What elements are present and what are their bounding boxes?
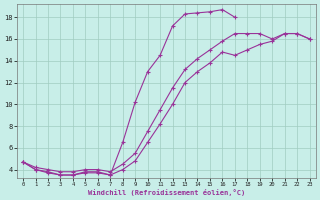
X-axis label: Windchill (Refroidissement éolien,°C): Windchill (Refroidissement éolien,°C) bbox=[88, 189, 245, 196]
